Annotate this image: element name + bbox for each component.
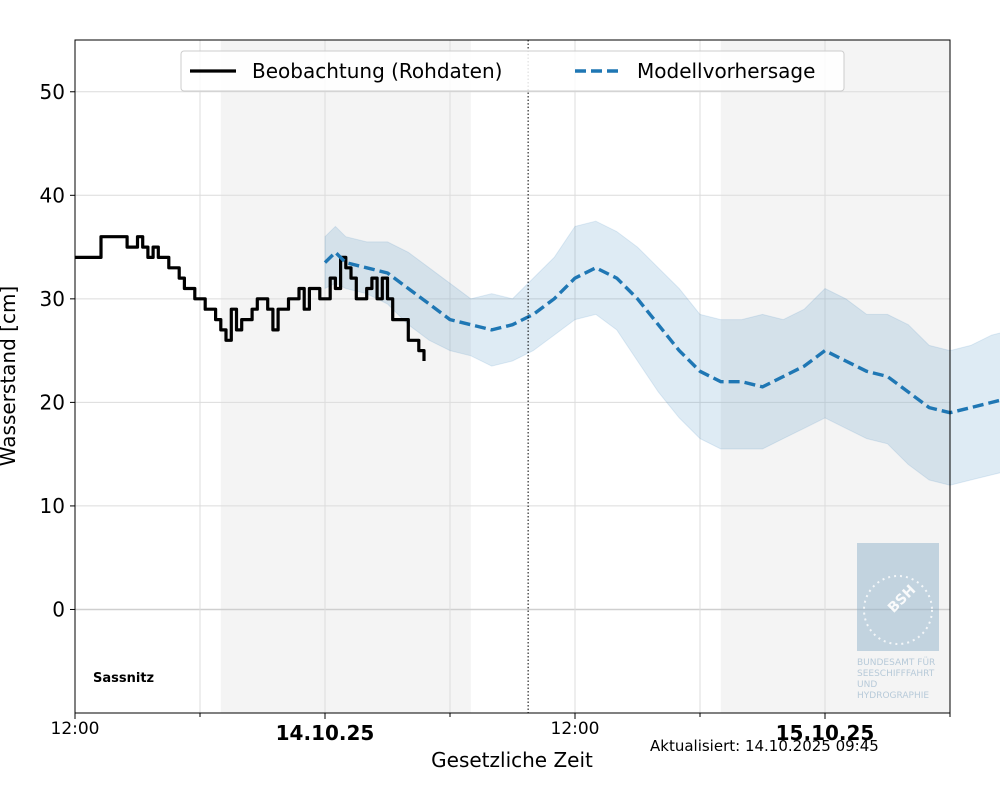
y-tick-label: 40 <box>40 183 65 207</box>
forecast-uncertainty-band <box>324 220 1000 486</box>
y-tick-label: 50 <box>40 80 65 104</box>
plot-frame <box>74 39 951 714</box>
x-tick-label: 12:00 <box>51 719 100 739</box>
updated-timestamp: Aktualisiert: 14.10.2025 09:45 <box>650 737 879 755</box>
tick-labels: 0102030405012:0014.10.2512:0015.10.2512:… <box>40 80 951 745</box>
legend-box <box>180 50 845 92</box>
bsh-watermark-text: SEESCHIFFFAHRT <box>857 669 935 679</box>
legend-label-forecast: Modellvorhersage <box>637 59 815 83</box>
bsh-watermark-text: HYDROGRAPHIE <box>857 691 929 701</box>
x-tick-label: 12:00 <box>551 719 600 739</box>
x-tick-label: 14.10.25 <box>276 721 375 745</box>
y-tick-label: 0 <box>52 597 65 621</box>
uncertainty-area <box>324 220 1000 486</box>
y-tick-label: 30 <box>40 287 65 311</box>
y-tick-label: 10 <box>40 494 65 518</box>
axes <box>74 39 951 714</box>
x-tick-label: 15.10.25 <box>776 721 875 745</box>
legend-label-observation: Beobachtung (Rohdaten) <box>252 59 502 83</box>
legend: Beobachtung (Rohdaten) Modellvorhersage <box>180 50 845 92</box>
bsh-logo-ring <box>863 575 933 645</box>
station-label: Sassnitz <box>93 671 154 686</box>
y-tick-label: 20 <box>40 390 65 414</box>
x-axis-title: Gesetzliche Zeit <box>431 748 593 772</box>
bsh-logo-box <box>857 543 939 651</box>
series-group <box>75 235 1000 415</box>
forecast-line <box>323 250 1000 415</box>
bsh-watermark-text: BUNDESAMT FÜR <box>857 657 935 668</box>
night-bands <box>220 40 950 713</box>
bsh-watermark-text: UND <box>857 680 877 690</box>
night-band-0 <box>220 40 471 713</box>
y-axis-title: Wasserstand [cm] <box>0 286 20 466</box>
observation-line <box>75 235 426 361</box>
